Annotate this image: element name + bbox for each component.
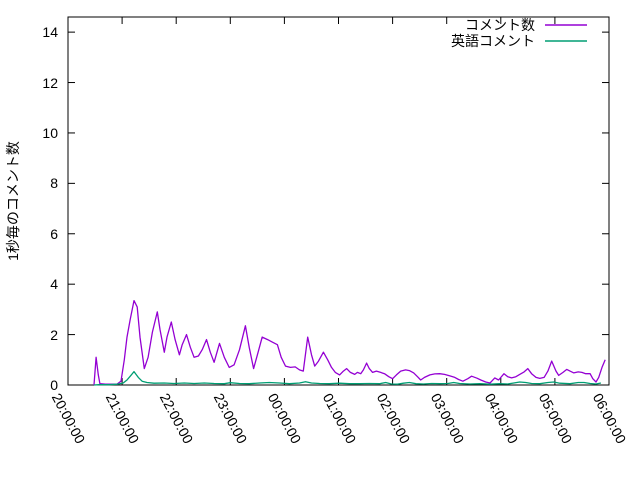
legend-row-comment-count: コメント数 [451, 17, 589, 33]
series-line-comment-count [93, 299, 606, 386]
legend-line-sample-comment-count [545, 24, 587, 26]
legend-label-english-comments: 英語コメント [451, 33, 535, 49]
y-tick-label: 4 [50, 276, 58, 293]
legend-row-english-comments: 英語コメント [451, 33, 589, 49]
y-tick-label: 10 [42, 124, 58, 141]
plot-border [67, 16, 610, 386]
y-tick-label: 6 [50, 225, 58, 242]
y-tick-label: 8 [50, 175, 58, 192]
legend-line-sample-english-comments [545, 40, 587, 42]
y-tick-label: 0 [50, 377, 58, 393]
y-tick-label: 12 [42, 74, 58, 91]
y-tick-label: 2 [50, 326, 58, 343]
y-axis-title: 1秒毎のコメント数 [5, 141, 21, 261]
y-tick-label: 14 [42, 24, 58, 41]
legend-label-comment-count: コメント数 [465, 17, 535, 33]
legend: コメント数 英語コメント [451, 17, 589, 49]
series-line-english-comments [93, 370, 602, 386]
